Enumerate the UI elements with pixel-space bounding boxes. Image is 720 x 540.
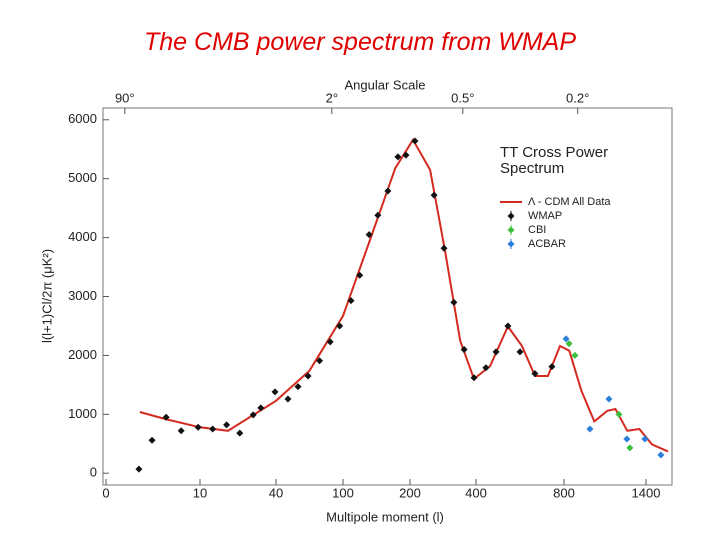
x2-tick-label: 0.5° xyxy=(451,90,474,105)
x2-tick-label: 0.2° xyxy=(566,90,589,105)
data-point xyxy=(516,348,524,356)
data-point xyxy=(440,244,448,252)
data-point xyxy=(504,322,512,330)
chart-title: The CMB power spectrum from WMAP xyxy=(143,28,577,56)
y-tick-label: 3000 xyxy=(68,288,97,303)
data-point xyxy=(605,395,613,403)
data-point xyxy=(304,372,312,380)
x-tick-label: 800 xyxy=(553,485,575,500)
x2-tick-label: 2° xyxy=(326,90,338,105)
data-point xyxy=(294,383,302,391)
x-tick-label: 1400 xyxy=(632,485,661,500)
data-point xyxy=(411,137,419,145)
y-tick-label: 0 xyxy=(90,465,97,480)
data-point xyxy=(284,395,292,403)
data-point xyxy=(460,346,468,354)
data-point xyxy=(271,388,279,396)
data-point xyxy=(336,322,344,330)
data-point xyxy=(194,423,202,431)
data-point xyxy=(548,363,556,371)
legend-label: CBI xyxy=(528,224,546,236)
y-tick-label: 6000 xyxy=(68,111,97,126)
x-tick-label: 200 xyxy=(399,485,421,500)
data-point xyxy=(430,191,438,199)
data-point xyxy=(562,335,570,343)
data-point xyxy=(135,465,143,473)
x-tick-label: 100 xyxy=(332,485,354,500)
data-point xyxy=(623,435,631,443)
data-point xyxy=(236,429,244,437)
data-point xyxy=(482,364,490,372)
x-tick-label: 40 xyxy=(269,485,283,500)
top-axis-title: Angular Scale xyxy=(345,77,426,92)
data-point xyxy=(450,298,458,306)
legend-marker xyxy=(507,212,515,220)
y-axis-title: l(l+1)Cl/2π (μK²) xyxy=(39,249,54,343)
legend-marker xyxy=(507,240,515,248)
data-point xyxy=(615,410,623,418)
legend-label: Λ - CDM All Data xyxy=(528,196,611,208)
data-point xyxy=(384,187,392,195)
legend-label: WMAP xyxy=(528,210,562,222)
data-point xyxy=(402,151,410,159)
data-point xyxy=(657,451,665,459)
data-point xyxy=(394,153,402,161)
data-point xyxy=(356,271,364,279)
data-point xyxy=(177,427,185,435)
data-point xyxy=(162,413,170,421)
data-point xyxy=(641,435,649,443)
y-tick-label: 2000 xyxy=(68,347,97,362)
data-point xyxy=(586,425,594,433)
x-axis-title: Multipole moment (l) xyxy=(326,509,444,524)
data-point xyxy=(365,231,373,239)
data-point xyxy=(374,211,382,219)
data-point xyxy=(571,351,579,359)
y-tick-label: 5000 xyxy=(68,170,97,185)
data-point xyxy=(223,421,231,429)
data-point xyxy=(347,297,355,305)
data-point xyxy=(565,340,573,348)
data-point xyxy=(492,348,500,356)
legend-marker xyxy=(507,226,515,234)
data-point xyxy=(326,338,334,346)
x-tick-label: 400 xyxy=(465,485,487,500)
data-point xyxy=(626,444,634,452)
x2-tick-label: 90° xyxy=(115,90,135,105)
y-tick-label: 4000 xyxy=(68,229,97,244)
data-point xyxy=(531,370,539,378)
legend-label: ACBAR xyxy=(528,238,566,250)
model-curve xyxy=(139,137,669,453)
data-point xyxy=(470,374,478,382)
data-point xyxy=(209,425,217,433)
legend-title: TT Cross Power Spectrum xyxy=(500,144,609,177)
y-tick-label: 1000 xyxy=(68,406,97,421)
x-tick-label: 0 xyxy=(102,485,109,500)
data-point xyxy=(249,411,257,419)
data-point xyxy=(257,404,265,412)
data-point xyxy=(316,357,324,365)
x-tick-label: 10 xyxy=(193,485,207,500)
data-point xyxy=(148,436,156,444)
